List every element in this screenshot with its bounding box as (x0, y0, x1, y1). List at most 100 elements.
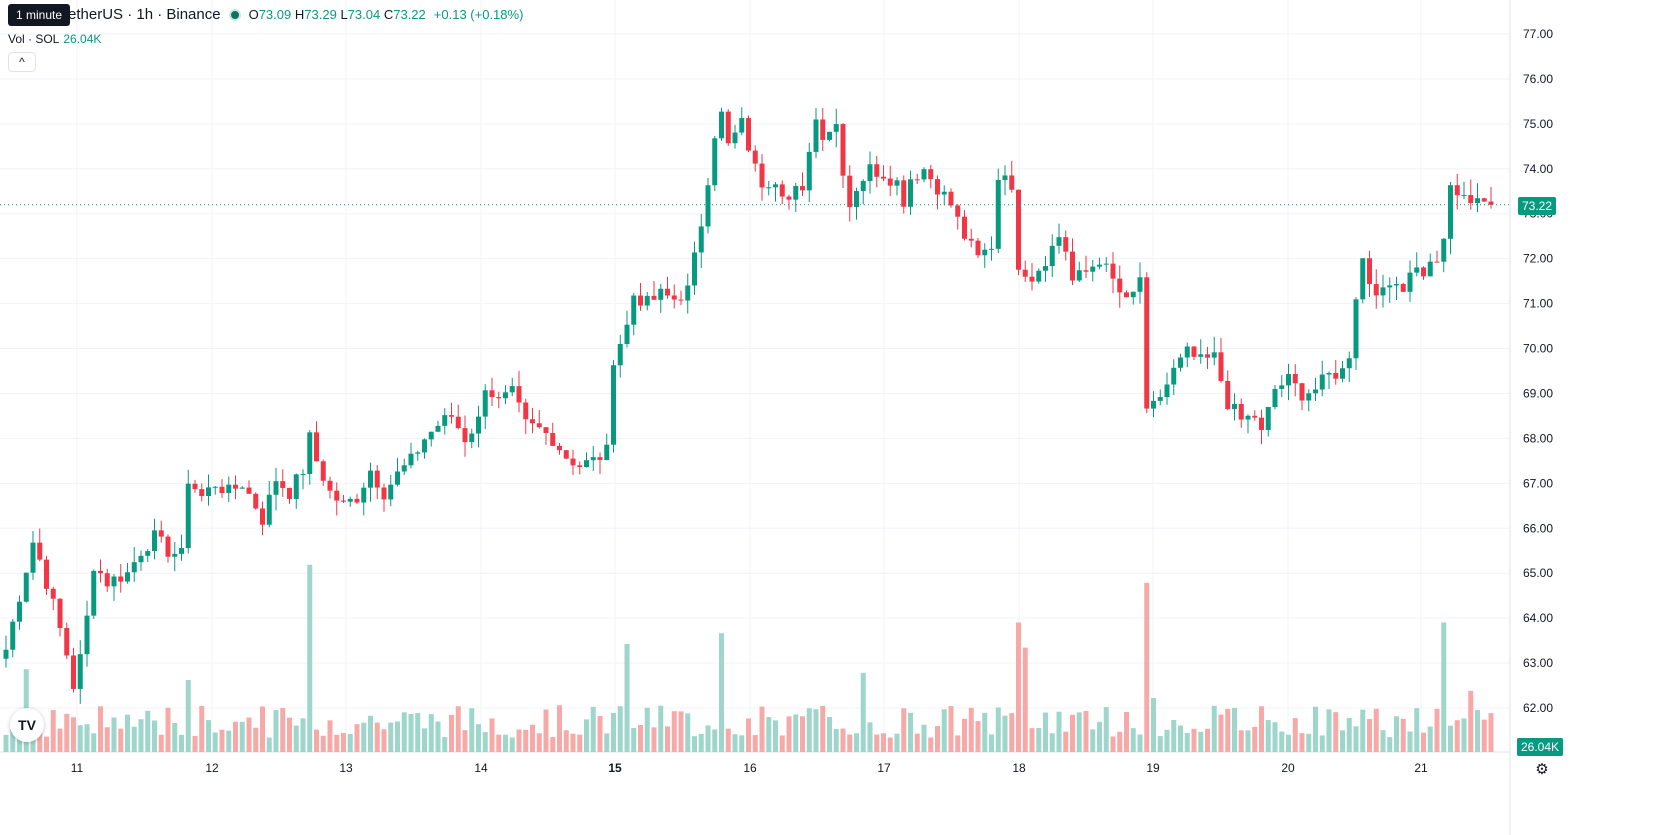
x-tick-label: 19 (1146, 761, 1160, 775)
candle (293, 474, 299, 499)
candle (131, 562, 137, 573)
collapse-legend-button[interactable]: ^ (8, 52, 36, 72)
candle (847, 175, 853, 208)
candle (705, 185, 711, 227)
candle (1110, 263, 1116, 279)
volume-bar (300, 718, 306, 752)
candle (1414, 267, 1420, 273)
volume-bar (867, 722, 873, 752)
volume-bar (523, 729, 529, 752)
candle (1272, 388, 1278, 407)
volume-bar (341, 732, 346, 752)
candle (1022, 269, 1028, 277)
volume-bar (260, 706, 265, 752)
volume-bar (941, 709, 947, 752)
volume-bar (732, 734, 738, 752)
volume-bar (1259, 706, 1264, 752)
volume-bar (1130, 728, 1136, 752)
candle (388, 484, 394, 500)
tradingview-logo-icon[interactable]: TV (10, 708, 44, 742)
candle (914, 179, 920, 181)
volume-bar (206, 720, 211, 752)
x-tick-label: 13 (339, 761, 353, 775)
candle (1103, 263, 1109, 265)
candle (408, 453, 414, 466)
candle (1421, 267, 1426, 277)
candle (320, 461, 326, 481)
candle (638, 295, 643, 306)
volume-bar (1346, 717, 1352, 752)
last-price-label: 73.22 (1518, 197, 1557, 215)
volume-bar (91, 733, 97, 752)
y-tick-label: 68.00 (1523, 431, 1553, 445)
candle (1319, 374, 1325, 390)
volume-bar (199, 705, 205, 752)
volume-bar (239, 721, 245, 752)
candle (307, 432, 313, 474)
candle (1286, 373, 1291, 386)
volume-bar (1421, 732, 1426, 752)
y-tick-label: 72.00 (1523, 252, 1553, 266)
symbol-title[interactable]: etherUS · 1h · Binance (68, 6, 221, 23)
candle (1441, 238, 1447, 262)
volume-bar (921, 724, 927, 752)
candle (631, 295, 637, 325)
volume-bar (847, 734, 853, 752)
y-tick-label: 64.00 (1523, 611, 1553, 625)
volume-bar (678, 711, 684, 752)
volume-bar (1454, 720, 1460, 752)
volume-bar (1333, 712, 1339, 752)
candle (651, 295, 657, 300)
volume-bar (759, 706, 765, 752)
volume-bar (989, 734, 994, 752)
candle (260, 508, 265, 525)
market-status-icon[interactable] (228, 8, 241, 21)
candle (1387, 285, 1393, 288)
y-tick-label: 74.00 (1523, 162, 1553, 176)
volume-bar (1299, 733, 1305, 752)
candle (489, 390, 495, 398)
candle (1475, 198, 1480, 204)
candle (786, 196, 792, 200)
volume-bar (1481, 719, 1487, 752)
candle (725, 111, 731, 144)
volume-bar (698, 733, 704, 752)
volume-bar (212, 732, 218, 752)
candle (1252, 415, 1258, 418)
volume-bar (152, 720, 157, 752)
candle (719, 111, 724, 139)
candle (1090, 266, 1096, 272)
candle (239, 487, 245, 489)
volume-bar (476, 724, 481, 752)
candle (1009, 175, 1015, 190)
candle (516, 386, 522, 403)
volume-bar (1198, 731, 1204, 752)
volume-bar (1002, 715, 1008, 752)
candle (158, 530, 164, 537)
volume-bar (1286, 734, 1291, 752)
volume-bar (179, 734, 184, 752)
volume-bar (1164, 729, 1170, 752)
candle (962, 216, 967, 239)
candle (1124, 292, 1129, 298)
candle (219, 486, 225, 494)
volume-bar (449, 714, 454, 752)
y-tick-label: 65.00 (1523, 566, 1553, 580)
candle (1178, 357, 1183, 368)
x-tick-label: 15 (608, 761, 622, 775)
volume-bar (388, 722, 394, 752)
volume-bar (1184, 732, 1190, 752)
candle (840, 124, 846, 176)
volume-bar (57, 728, 63, 752)
volume-bar (1043, 712, 1048, 752)
candle (1265, 406, 1271, 430)
candle (611, 365, 616, 445)
volume-bar (881, 733, 886, 752)
candle (1481, 198, 1487, 202)
volume-bar (806, 708, 812, 752)
volume-bar (665, 726, 670, 752)
candle (671, 295, 677, 300)
settings-gear-icon[interactable]: ⚙ (1535, 761, 1549, 778)
volume-bar (1083, 710, 1089, 752)
